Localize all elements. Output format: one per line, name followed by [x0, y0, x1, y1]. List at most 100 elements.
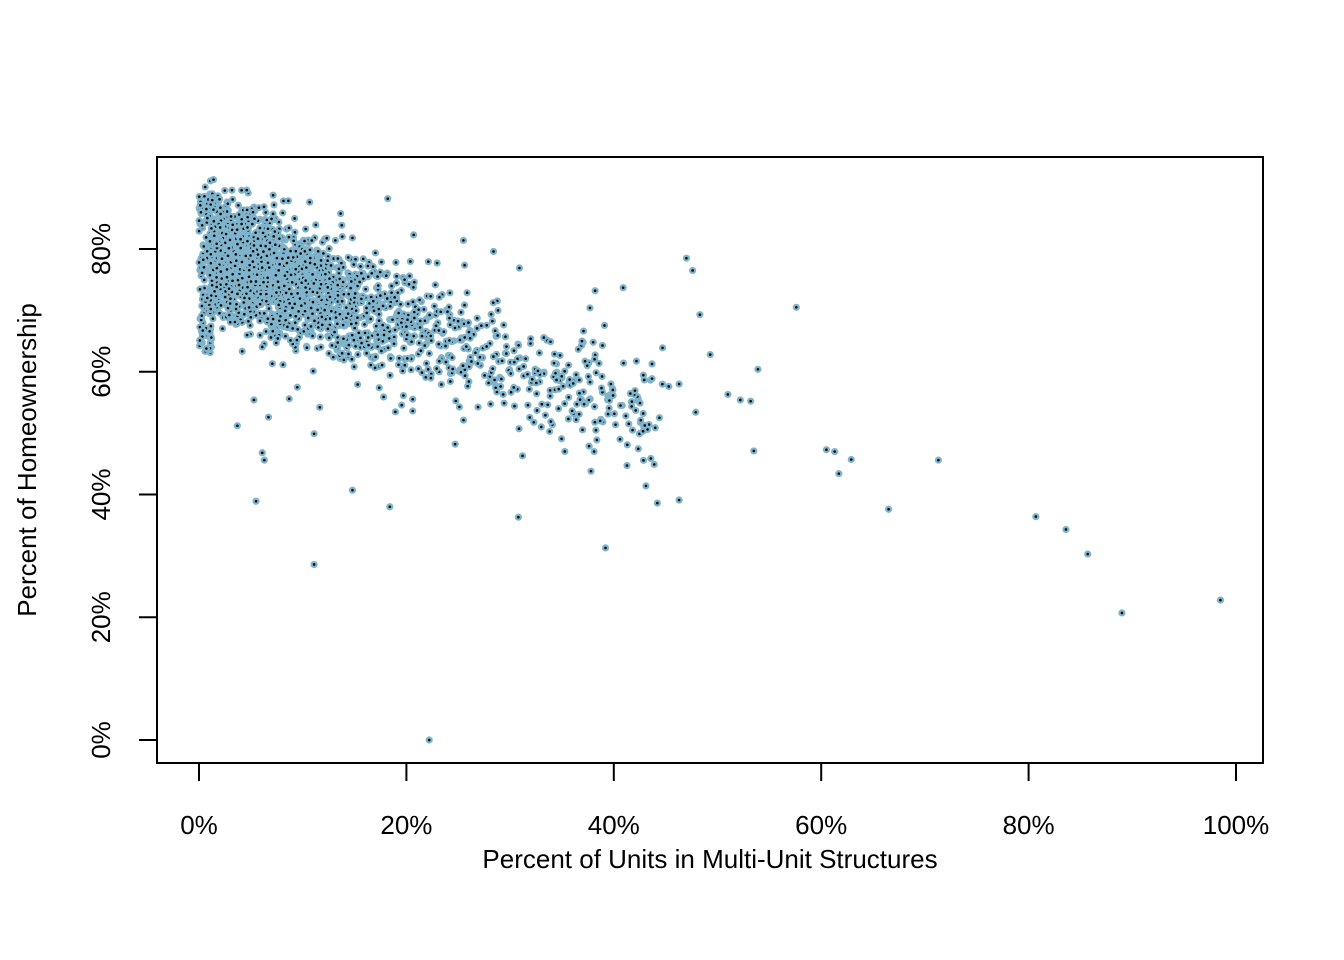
data-point: [262, 208, 270, 217]
x-axis: 0% 20% 40% 60% 80% 100%: [180, 763, 1269, 840]
data-point: [213, 283, 221, 291]
data-point: [318, 313, 326, 321]
data-point: [338, 221, 346, 229]
data-point: [414, 365, 423, 373]
data-point: [306, 198, 314, 206]
data-point: [437, 380, 446, 389]
data-point: [407, 338, 416, 346]
data-point: [262, 297, 270, 305]
data-point: [376, 291, 384, 300]
data-point: [658, 344, 667, 352]
data-point: [420, 305, 428, 313]
data-point: [258, 343, 266, 351]
data-point: [400, 344, 408, 352]
data-point: [831, 447, 839, 456]
data-point: [443, 308, 452, 316]
data-point: [243, 331, 251, 339]
data-point: [605, 404, 613, 412]
data-point: [463, 289, 471, 297]
data-point: [591, 418, 599, 426]
data-point: [465, 377, 473, 386]
data-point: [350, 260, 358, 269]
data-point: [233, 226, 241, 234]
data-point: [449, 365, 457, 373]
data-point: [306, 246, 314, 254]
data-point: [593, 436, 601, 444]
data-point: [348, 486, 357, 494]
data-point: [616, 401, 625, 410]
data-point: [344, 253, 352, 262]
data-point: [259, 229, 267, 237]
data-point: [258, 449, 266, 457]
data-point: [598, 372, 606, 381]
data-point: [456, 336, 464, 344]
data-point: [203, 214, 211, 222]
data-point: [226, 299, 234, 308]
data-point: [578, 337, 586, 345]
data-point: [308, 332, 317, 340]
data-point: [392, 279, 401, 287]
data-point: [286, 311, 294, 319]
data-point: [300, 237, 309, 245]
data-point: [233, 290, 242, 298]
data-point: [369, 262, 377, 271]
data-point: [249, 208, 257, 216]
data-point: [510, 347, 518, 355]
data-point: [460, 301, 469, 309]
data-point: [209, 315, 217, 323]
data-point: [1084, 550, 1092, 558]
data-point: [232, 305, 240, 313]
y-tick-label: 40%: [86, 468, 116, 520]
data-point: [325, 349, 333, 357]
data-point: [357, 269, 365, 277]
data-point: [625, 420, 633, 428]
data-point: [514, 513, 522, 521]
data-point: [310, 560, 318, 569]
data-point: [352, 307, 360, 315]
data-point: [207, 259, 215, 267]
data-point: [218, 324, 227, 333]
x-axis-title: Percent of Units in Multi-Unit Structure…: [482, 844, 937, 874]
data-point: [435, 293, 443, 301]
data-point: [416, 296, 424, 304]
data-point: [359, 255, 367, 263]
data-point: [279, 209, 287, 217]
data-point: [557, 435, 566, 443]
data-point: [675, 496, 683, 504]
data-point: [390, 340, 398, 348]
data-point: [400, 276, 409, 284]
y-axis-title: Percent of Homeownership: [12, 303, 42, 617]
data-point: [374, 331, 382, 339]
data-point: [561, 400, 569, 408]
data-point: [267, 333, 275, 342]
data-point: [500, 321, 508, 329]
data-point: [590, 447, 598, 456]
data-point: [437, 308, 445, 316]
data-point: [416, 323, 424, 332]
x-tick-label: 100%: [1203, 810, 1270, 840]
data-point: [237, 244, 245, 252]
data-point: [281, 272, 289, 280]
data-point: [281, 332, 290, 340]
data-point: [364, 273, 372, 281]
data-point: [647, 454, 655, 463]
data-point: [347, 284, 355, 292]
data-point: [410, 332, 418, 340]
data-point: [207, 333, 215, 342]
data-point: [371, 249, 380, 257]
data-point: [338, 233, 346, 241]
data-point: [340, 356, 348, 364]
data-point: [665, 382, 673, 391]
data-point: [260, 456, 268, 464]
data-point: [526, 413, 534, 422]
y-tick-label: 0%: [86, 721, 116, 759]
data-point: [311, 260, 319, 268]
data-point: [348, 234, 357, 242]
data-point: [309, 298, 317, 306]
data-point: [736, 396, 744, 404]
data-point: [518, 452, 527, 460]
data-point: [399, 367, 407, 375]
data-point: [525, 385, 533, 393]
data-point: [566, 375, 574, 384]
data-point: [489, 299, 497, 307]
